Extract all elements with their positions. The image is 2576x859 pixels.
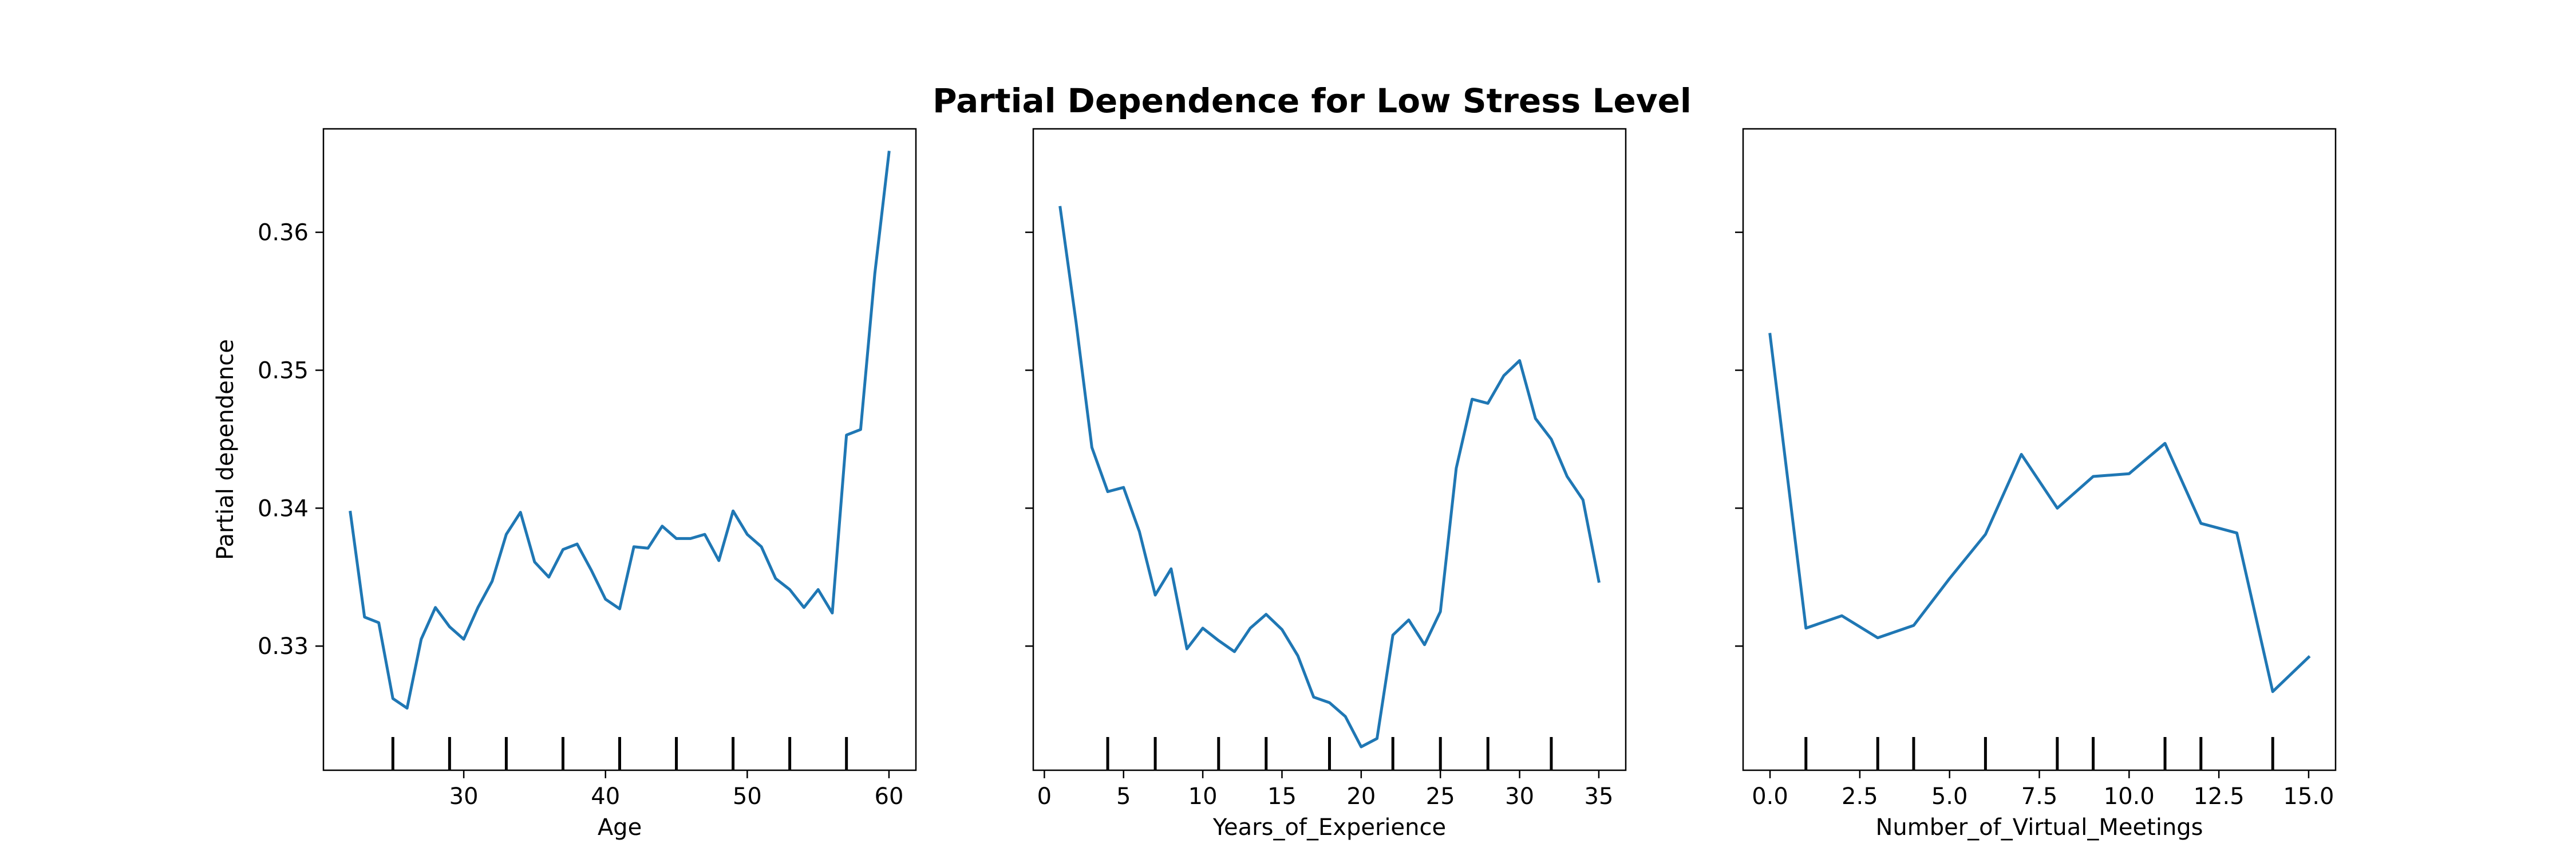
x-tick-label: 7.5 [2021,783,2058,810]
partial-dependence-line-3 [1768,333,2311,693]
partial-dependence-line-1 [349,151,891,710]
x-tick-label: 10.0 [2104,783,2155,810]
x-tick-label: 2.5 [1842,783,1878,810]
x-tick-label: 5.0 [1931,783,1968,810]
axes-frame [1032,128,1627,771]
y-tick-label: 0.36 [258,220,309,246]
partial-dependence-line-2 [1058,206,1601,748]
x-tick-label: 40 [591,783,620,810]
x-tick-label: 20 [1346,783,1376,810]
x-tick-label: 15 [1267,783,1297,810]
axes-frame [1742,128,2337,771]
x-tick-label: 35 [1585,783,1614,810]
x-axis-label: Years_of_Experience [1212,814,1446,841]
x-tick-label: 15.0 [2283,783,2334,810]
x-tick-label: 30 [1505,783,1534,810]
x-tick-label: 0.0 [1752,783,1788,810]
x-tick-label: 12.5 [2194,783,2245,810]
y-axis-label: Partial dependence [212,339,239,560]
y-tick-label: 0.35 [258,358,309,384]
subplot-1: 30 40 50 60 0.33 0.34 0.35 0.36 Age Partial depen… [212,128,917,841]
x-tick-label: 0 [1037,783,1052,810]
x-tick-label: 25 [1426,783,1455,810]
x-axis-label: Age [598,814,642,841]
x-tick-label: 10 [1188,783,1218,810]
x-tick-label: 50 [733,783,762,810]
x-tick-label: 5 [1116,783,1131,810]
y-tick-label: 0.33 [258,633,309,660]
axes-frame [322,128,917,771]
figure-title: Partial Dependence for Low Stress Level [933,81,1692,120]
x-tick-label: 30 [449,783,479,810]
subplot-2: 0 5 10 15 20 25 30 35 Years_of_Experience [1025,128,1627,841]
subplot-3: 0.0 2.5 5.0 7.5 10.0 12.5 15.0 Number_of_Virtua… [1735,128,2337,841]
y-tick-label: 0.34 [258,495,309,522]
x-axis-label: Number_of_Virtual_Meetings [1875,814,2203,841]
x-tick-label: 60 [875,783,904,810]
